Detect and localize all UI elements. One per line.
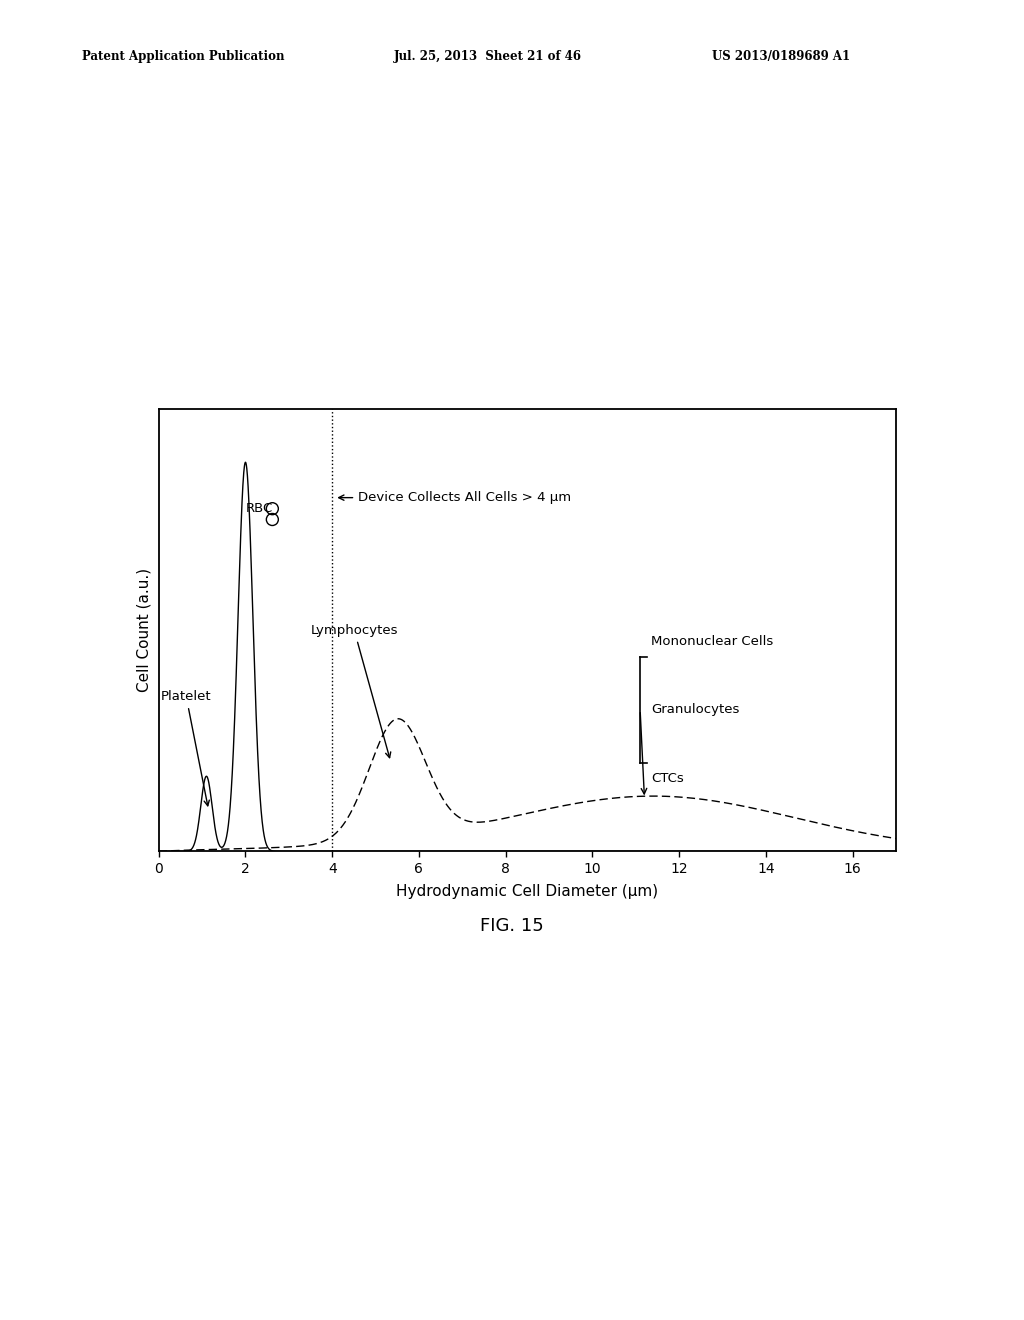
Text: Platelet: Platelet xyxy=(161,690,212,805)
X-axis label: Hydrodynamic Cell Diameter (μm): Hydrodynamic Cell Diameter (μm) xyxy=(396,884,658,899)
Text: Mononuclear Cells: Mononuclear Cells xyxy=(651,635,773,648)
Text: Granulocytes: Granulocytes xyxy=(651,704,739,717)
Y-axis label: Cell Count (a.u.): Cell Count (a.u.) xyxy=(137,568,152,693)
Text: Jul. 25, 2013  Sheet 21 of 46: Jul. 25, 2013 Sheet 21 of 46 xyxy=(394,50,583,63)
Text: Lymphocytes: Lymphocytes xyxy=(310,624,398,758)
Text: US 2013/0189689 A1: US 2013/0189689 A1 xyxy=(712,50,850,63)
Text: FIG. 15: FIG. 15 xyxy=(480,917,544,936)
Text: RBC: RBC xyxy=(246,503,272,515)
Text: Device Collects All Cells > 4 μm: Device Collects All Cells > 4 μm xyxy=(339,491,571,504)
Text: CTCs: CTCs xyxy=(651,772,684,785)
Text: Patent Application Publication: Patent Application Publication xyxy=(82,50,285,63)
